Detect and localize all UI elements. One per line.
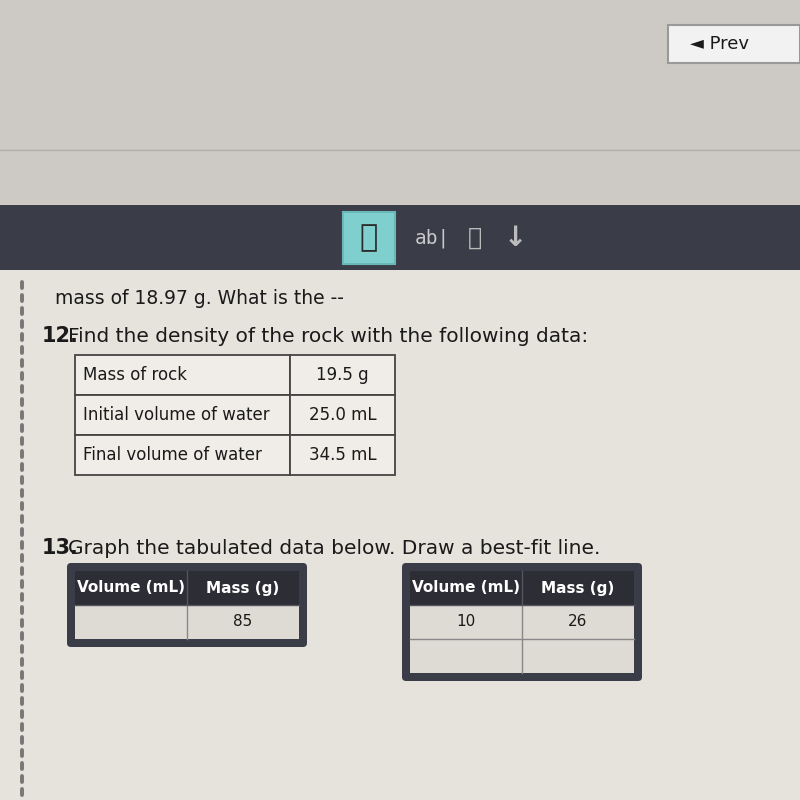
Text: ↓: ↓ — [503, 224, 526, 252]
Text: 13.: 13. — [42, 538, 79, 558]
Text: 85: 85 — [234, 614, 253, 630]
Text: Mass of rock: Mass of rock — [83, 366, 187, 384]
Text: 34.5 mL: 34.5 mL — [309, 446, 376, 464]
Text: 25.0 mL: 25.0 mL — [309, 406, 376, 424]
Bar — [187, 571, 299, 605]
Bar — [410, 639, 522, 673]
Text: Final volume of water: Final volume of water — [83, 446, 262, 464]
FancyBboxPatch shape — [402, 563, 642, 681]
Text: mass of 18.97 g. What is the --: mass of 18.97 g. What is the -- — [55, 289, 344, 307]
Bar — [522, 605, 634, 639]
Text: Mass (g): Mass (g) — [206, 581, 280, 595]
Bar — [75, 395, 290, 435]
Text: Find the density of the rock with the following data:: Find the density of the rock with the fo… — [68, 326, 588, 346]
Text: ab|: ab| — [415, 228, 450, 248]
Text: 12.: 12. — [42, 326, 79, 346]
FancyBboxPatch shape — [67, 563, 307, 647]
FancyBboxPatch shape — [668, 25, 800, 63]
Text: ✋: ✋ — [360, 223, 378, 253]
Text: 19.5 g: 19.5 g — [316, 366, 369, 384]
Text: Mass (g): Mass (g) — [542, 581, 614, 595]
Bar — [522, 571, 634, 605]
Text: Graph the tabulated data below. Draw a best-fit line.: Graph the tabulated data below. Draw a b… — [68, 538, 600, 558]
Text: ◄ Prev: ◄ Prev — [690, 35, 749, 53]
Bar — [0, 205, 800, 270]
Bar — [290, 355, 395, 395]
Bar — [0, 270, 800, 800]
Text: Volume (mL): Volume (mL) — [77, 581, 185, 595]
Bar — [75, 571, 187, 605]
Text: Initial volume of water: Initial volume of water — [83, 406, 270, 424]
Bar — [290, 435, 395, 475]
Bar — [187, 605, 299, 639]
Bar — [522, 639, 634, 673]
Bar — [410, 605, 522, 639]
Bar — [410, 571, 522, 605]
Bar — [0, 0, 800, 270]
Text: 10: 10 — [456, 614, 476, 630]
Bar — [290, 395, 395, 435]
Text: ⎙: ⎙ — [468, 226, 482, 250]
Text: Volume (mL): Volume (mL) — [412, 581, 520, 595]
Bar — [75, 435, 290, 475]
Bar — [75, 355, 290, 395]
FancyBboxPatch shape — [343, 212, 395, 264]
Bar — [75, 605, 187, 639]
Text: 26: 26 — [568, 614, 588, 630]
